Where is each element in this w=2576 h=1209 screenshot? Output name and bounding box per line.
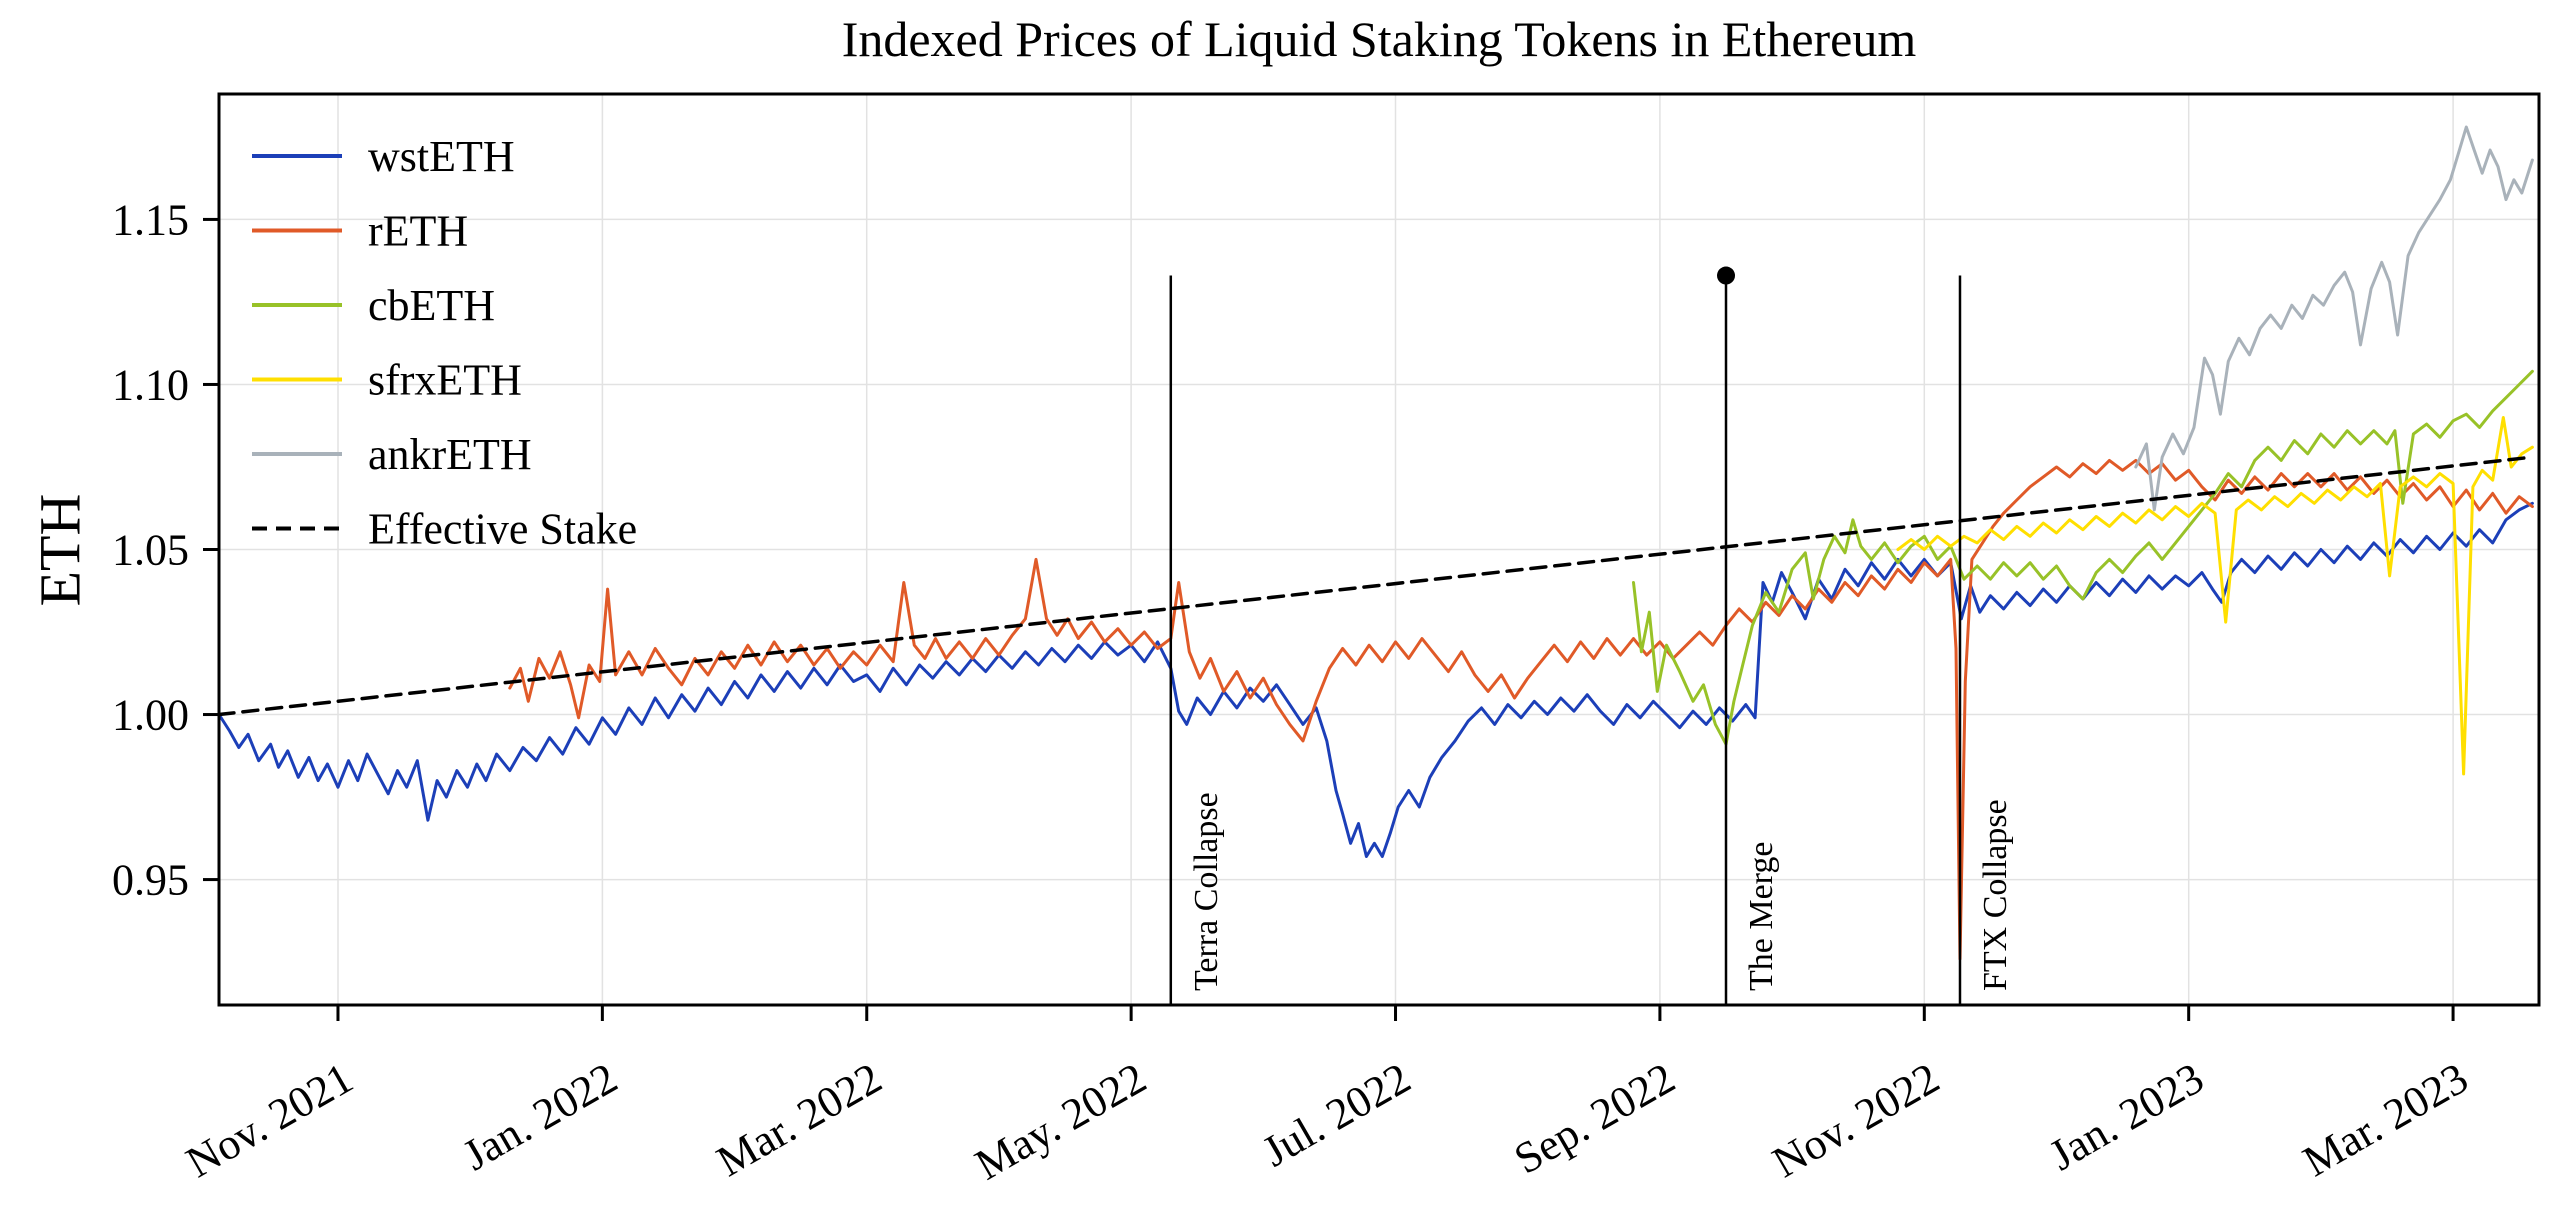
series-lines — [217, 125, 2535, 961]
x-axis: Nov. 2021 Jan. 2022 Mar. 2022 May. 2022 Jul.… — [178, 1005, 2476, 1190]
y-tick-label: 1.15 — [112, 195, 189, 244]
legend-label-wsteth: wstETH — [368, 132, 515, 181]
event-label-terra-collapse: Terra Collapse — [1188, 792, 1225, 991]
y-axis: 0.95 1.00 1.05 1.10 1.15 — [112, 195, 219, 905]
x-tick-label: Mar. 2023 — [2295, 1053, 2476, 1186]
event-markers: Terra Collapse The Merge FTX Collapse — [1169, 266, 2014, 1005]
series-line-sfrxeth — [1896, 416, 2534, 776]
series-line-cbeth — [1632, 369, 2534, 746]
legend-label-effective-stake: Effective Stake — [368, 505, 637, 554]
x-tick-label: Nov. 2022 — [1764, 1053, 1947, 1187]
series-line-ankreth — [2134, 125, 2534, 512]
legend: wstETH rETH cbETH sfrxETH ankrETH Effective S… — [252, 132, 637, 554]
event-label-ftx-collapse: FTX Collapse — [1977, 799, 2014, 991]
series-line-reth — [508, 458, 2534, 961]
y-tick-label: 1.10 — [112, 360, 189, 409]
x-tick-label: Sep. 2022 — [1506, 1053, 1683, 1183]
legend-label-ankreth: ankrETH — [368, 430, 532, 479]
x-tick-label: Mar. 2022 — [709, 1053, 890, 1186]
x-tick-label: Nov. 2021 — [178, 1053, 361, 1187]
series-line-wsteth — [217, 501, 2534, 858]
series-line-effective-stake — [217, 455, 2535, 717]
x-tick-label: May. 2022 — [967, 1053, 1154, 1189]
x-tick-label: Jan. 2023 — [2041, 1053, 2212, 1180]
chart-title: Indexed Prices of Liquid Staking Tokens … — [841, 11, 1917, 67]
gridlines — [219, 94, 2539, 1005]
legend-label-sfrxeth: sfrxETH — [368, 356, 522, 405]
legend-label-reth: rETH — [368, 207, 468, 256]
x-tick-label: Jul. 2022 — [1254, 1053, 1418, 1176]
event-label-the-merge: The Merge — [1743, 842, 1780, 991]
legend-label-cbeth: cbETH — [368, 281, 495, 330]
plot-border — [217, 92, 2541, 1007]
event-marker-dot — [1717, 266, 1736, 285]
x-tick-label: Jan. 2022 — [455, 1053, 626, 1180]
y-tick-label: 0.95 — [112, 856, 189, 905]
y-tick-label: 1.00 — [112, 691, 189, 740]
y-tick-label: 1.05 — [112, 526, 189, 575]
